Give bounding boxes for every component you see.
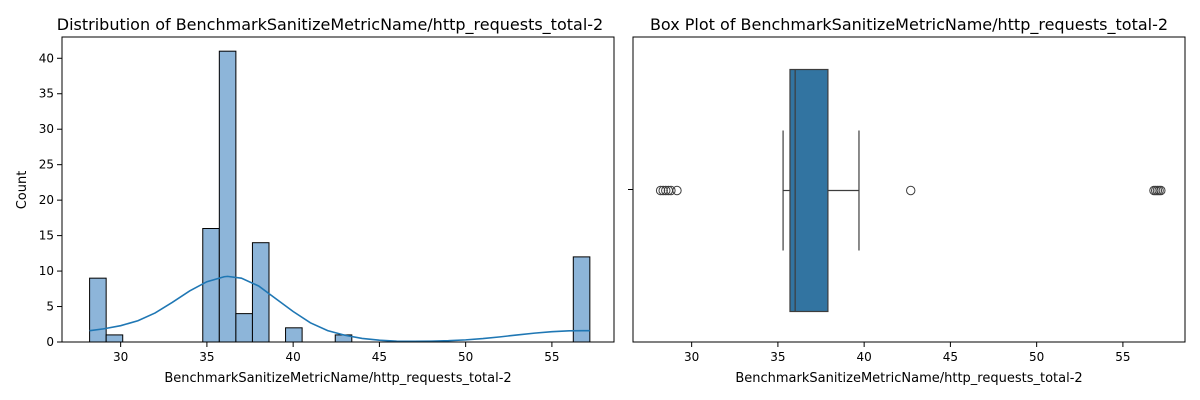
histogram-y-tick-label: 10 — [39, 264, 54, 278]
boxplot-outlier — [906, 185, 916, 196]
boxplot-x-tick-label: 35 — [770, 350, 785, 364]
histogram-bar — [105, 334, 124, 343]
histogram-bar — [202, 228, 220, 343]
boxplot-outlier — [658, 185, 668, 196]
histogram-x-tick-label: 40 — [286, 350, 301, 364]
boxplot-title: Box Plot of BenchmarkSanitizeMetricName/… — [650, 15, 1168, 35]
boxplot-box — [789, 68, 829, 313]
histogram-x-tick-label: 35 — [199, 350, 214, 364]
histogram-y-tick-label: 25 — [39, 158, 54, 172]
histogram-x-label: BenchmarkSanitizeMetricName/http_request… — [164, 371, 511, 386]
boxplot-x-tick-label: 50 — [1029, 350, 1044, 364]
boxplot-outlier — [672, 185, 682, 196]
histogram-x-axis: 30 35 40 45 50 55 — [113, 342, 560, 364]
histogram-y-label: Count — [15, 171, 30, 210]
boxplot-x-tick-label: 55 — [1115, 350, 1130, 364]
histogram-x-tick-label: 45 — [372, 350, 387, 364]
histogram-y-tick-label: 30 — [39, 122, 54, 136]
boxplot-x-tick-label: 40 — [857, 350, 872, 364]
histogram-x-tick-label: 55 — [544, 350, 559, 364]
boxplot-outlier — [666, 185, 676, 196]
histogram-bar — [572, 256, 591, 343]
histogram-bar — [285, 327, 303, 343]
boxplot-chart: Box Plot of BenchmarkSanitizeMetricName/… — [628, 15, 1186, 386]
boxplot-x-axis: 30 35 40 45 50 55 — [684, 342, 1131, 364]
histogram-y-axis: 0 5 10 15 20 25 30 35 40 — [39, 51, 62, 349]
histogram-y-tick-label: 40 — [39, 51, 54, 65]
histogram-x-tick-label: 50 — [458, 350, 473, 364]
boxplot-outliers — [655, 185, 1166, 196]
histogram-y-tick-label: 15 — [39, 229, 54, 243]
boxplot-outlier — [1156, 185, 1166, 196]
histogram-y-tick-label: 0 — [46, 335, 54, 349]
histogram-bar — [218, 50, 237, 343]
kde-curve — [89, 275, 590, 343]
histogram-x-tick-label: 30 — [113, 350, 128, 364]
histogram-y-tick-label: 5 — [46, 300, 54, 314]
boxplot-body — [782, 68, 860, 313]
boxplot-x-label: BenchmarkSanitizeMetricName/http_request… — [735, 371, 1082, 386]
histogram-chart: Distribution of BenchmarkSanitizeMetricN… — [15, 15, 615, 386]
boxplot-outlier — [661, 185, 671, 196]
boxplot-x-tick-label: 45 — [943, 350, 958, 364]
boxplot-x-tick-label: 30 — [684, 350, 699, 364]
histogram-bar — [235, 313, 253, 343]
histogram-y-tick-label: 35 — [39, 87, 54, 101]
boxplot-outlier — [655, 185, 666, 196]
histogram-bar — [89, 277, 107, 343]
histogram-y-tick-label: 20 — [39, 193, 54, 207]
histogram-title: Distribution of BenchmarkSanitizeMetricN… — [57, 15, 603, 35]
histogram-plot-frame — [61, 36, 615, 343]
